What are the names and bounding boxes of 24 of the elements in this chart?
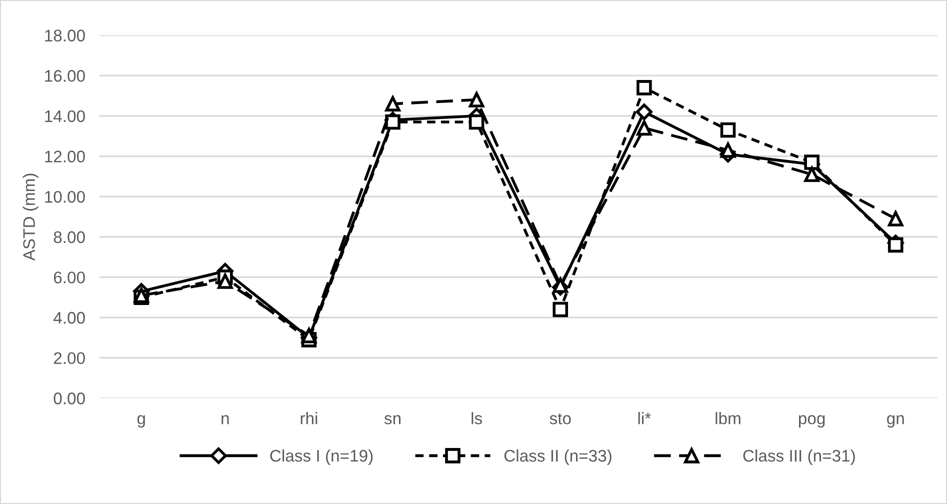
legend-label: Class I (n=19): [270, 449, 373, 465]
y-tick-label: 16.00: [45, 70, 85, 82]
y-tick-label: 12.00: [45, 150, 85, 162]
y-tick-label: 4.00: [53, 312, 85, 324]
y-axis-title: ASTD (mm): [22, 174, 38, 261]
x-tick-label: sto: [550, 413, 571, 424]
x-tick-label: li*: [638, 412, 651, 424]
legend-label: Class III (n=31): [743, 449, 855, 465]
y-tick-label: 2.00: [54, 352, 85, 364]
x-tick-label: lbm: [716, 412, 740, 424]
x-tick-label: gn: [887, 415, 904, 428]
y-tick-label: 18.00: [45, 30, 85, 42]
x-tick-label: sn: [384, 415, 400, 424]
y-tick-label: 6.00: [54, 272, 85, 284]
x-tick-label: ls: [472, 412, 482, 424]
y-tick-label: 8.00: [54, 231, 85, 244]
x-tick-label: rhi: [300, 412, 318, 424]
x-tick-label: n: [222, 415, 229, 424]
y-tick-label: 0.00: [54, 392, 85, 404]
legend-label: Class II (n=33): [504, 449, 612, 465]
x-tick-label: g: [137, 415, 145, 428]
y-tick-label: 10.00: [45, 190, 85, 203]
y-tick-label: 14.00: [45, 110, 85, 122]
x-tick-label: pog: [798, 415, 825, 428]
